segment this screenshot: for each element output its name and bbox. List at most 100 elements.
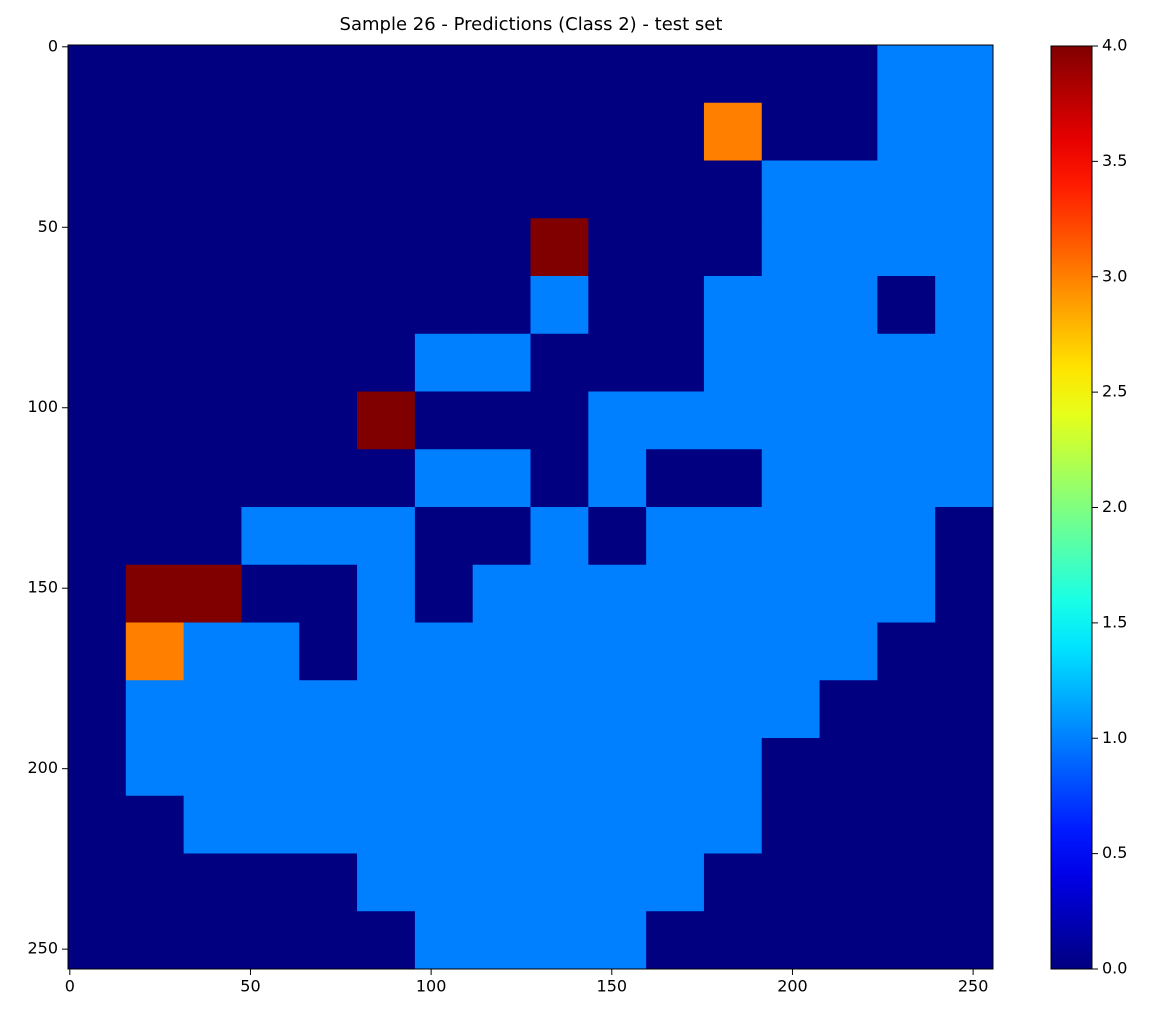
heatmap-cell bbox=[646, 564, 705, 623]
heatmap-cell bbox=[299, 738, 358, 797]
heatmap-cell bbox=[588, 853, 647, 912]
heatmap-cell bbox=[414, 795, 474, 854]
heatmap-cell bbox=[125, 795, 185, 854]
heatmap-cell bbox=[761, 507, 821, 566]
heatmap-cell bbox=[646, 622, 705, 681]
heatmap-cell bbox=[241, 391, 300, 450]
heatmap-cell bbox=[877, 45, 936, 104]
heatmap-cell bbox=[299, 564, 358, 623]
heatmap-cell bbox=[877, 564, 936, 623]
heatmap-cell bbox=[357, 102, 416, 161]
heatmap-cell bbox=[703, 911, 763, 970]
heatmap-cell bbox=[703, 795, 763, 854]
heatmap-cell bbox=[935, 564, 994, 623]
heatmap-cell bbox=[935, 680, 994, 739]
heatmap-cell bbox=[472, 738, 531, 797]
heatmap-cell bbox=[646, 276, 705, 335]
heatmap-cell bbox=[588, 333, 647, 392]
heatmap-cell bbox=[530, 564, 589, 623]
heatmap-cell bbox=[125, 333, 185, 392]
heatmap-cell bbox=[761, 622, 821, 681]
heatmap-cell bbox=[68, 680, 127, 739]
heatmap-cell bbox=[530, 911, 589, 970]
heatmap-cell bbox=[819, 680, 878, 739]
heatmap-cell bbox=[414, 911, 474, 970]
heatmap-cell bbox=[646, 507, 705, 566]
y-tick-label: 100 bbox=[27, 397, 58, 416]
heatmap-cell bbox=[761, 45, 821, 104]
heatmap-cell bbox=[183, 218, 242, 277]
heatmap-cell bbox=[125, 391, 185, 450]
heatmap-cell bbox=[819, 276, 878, 335]
heatmap-cell bbox=[68, 622, 127, 681]
heatmap-cell bbox=[935, 333, 994, 392]
x-tick-label: 50 bbox=[240, 977, 260, 996]
heatmap-cell bbox=[241, 160, 300, 219]
heatmap-cell bbox=[357, 680, 416, 739]
heatmap-cell bbox=[646, 391, 705, 450]
plot-frame bbox=[67, 44, 994, 970]
heatmap-cell bbox=[530, 276, 589, 335]
heatmap-cell bbox=[414, 853, 474, 912]
colorbar-tick-label: 1.5 bbox=[1102, 612, 1127, 631]
heatmap-cell bbox=[472, 218, 531, 277]
heatmap-cell bbox=[357, 333, 416, 392]
heatmap-cell bbox=[241, 853, 300, 912]
heatmap-cell bbox=[183, 680, 242, 739]
heatmap-cell bbox=[183, 45, 242, 104]
heatmap-cell bbox=[68, 564, 127, 623]
heatmap-cell bbox=[646, 738, 705, 797]
heatmap-cell bbox=[357, 160, 416, 219]
heatmap-cell bbox=[472, 680, 531, 739]
heatmap-cell bbox=[241, 333, 300, 392]
heatmap-cell bbox=[819, 507, 878, 566]
heatmap-cell bbox=[472, 333, 531, 392]
x-tick-label: 150 bbox=[597, 977, 628, 996]
heatmap-cell bbox=[877, 680, 936, 739]
heatmap-cell bbox=[877, 622, 936, 681]
heatmap-cell bbox=[703, 680, 763, 739]
heatmap-cell bbox=[472, 564, 531, 623]
heatmap-cell bbox=[68, 218, 127, 277]
heatmap-cell bbox=[472, 507, 531, 566]
heatmap-cell bbox=[68, 102, 127, 161]
heatmap-cell bbox=[588, 911, 647, 970]
heatmap-cell bbox=[299, 449, 358, 508]
heatmap-cell bbox=[68, 853, 127, 912]
heatmap-cell bbox=[530, 391, 589, 450]
heatmap-cell bbox=[357, 218, 416, 277]
heatmap-cell bbox=[125, 449, 185, 508]
heatmap-cell bbox=[588, 449, 647, 508]
heatmap-cell bbox=[761, 680, 821, 739]
heatmap-cell bbox=[414, 738, 474, 797]
heatmap-cell bbox=[530, 449, 589, 508]
colorbar-tick-label: 2.5 bbox=[1102, 382, 1127, 401]
heatmap-cell bbox=[414, 102, 474, 161]
heatmap-cell bbox=[68, 45, 127, 104]
heatmap-cell bbox=[68, 449, 127, 508]
heatmap-cell bbox=[530, 507, 589, 566]
colorbar bbox=[1050, 45, 1093, 970]
heatmap-cell bbox=[68, 507, 127, 566]
heatmap-cell bbox=[472, 391, 531, 450]
heatmap-cell bbox=[183, 160, 242, 219]
heatmap-cell bbox=[472, 276, 531, 335]
heatmap-cell bbox=[357, 795, 416, 854]
heatmap-cell bbox=[819, 102, 878, 161]
heatmap-cell bbox=[125, 853, 185, 912]
heatmap-cell bbox=[703, 622, 763, 681]
heatmap-cell bbox=[125, 680, 185, 739]
heatmap-cell bbox=[703, 564, 763, 623]
heatmap-cell bbox=[183, 276, 242, 335]
heatmap-cell bbox=[877, 333, 936, 392]
heatmap-cell bbox=[357, 507, 416, 566]
heatmap-cell bbox=[935, 276, 994, 335]
heatmap-cell bbox=[241, 218, 300, 277]
heatmap-cell bbox=[935, 622, 994, 681]
heatmap-cell bbox=[357, 911, 416, 970]
heatmap-cell bbox=[241, 622, 300, 681]
heatmap-cell bbox=[646, 680, 705, 739]
heatmap-cell bbox=[819, 160, 878, 219]
heatmap-cell bbox=[703, 853, 763, 912]
